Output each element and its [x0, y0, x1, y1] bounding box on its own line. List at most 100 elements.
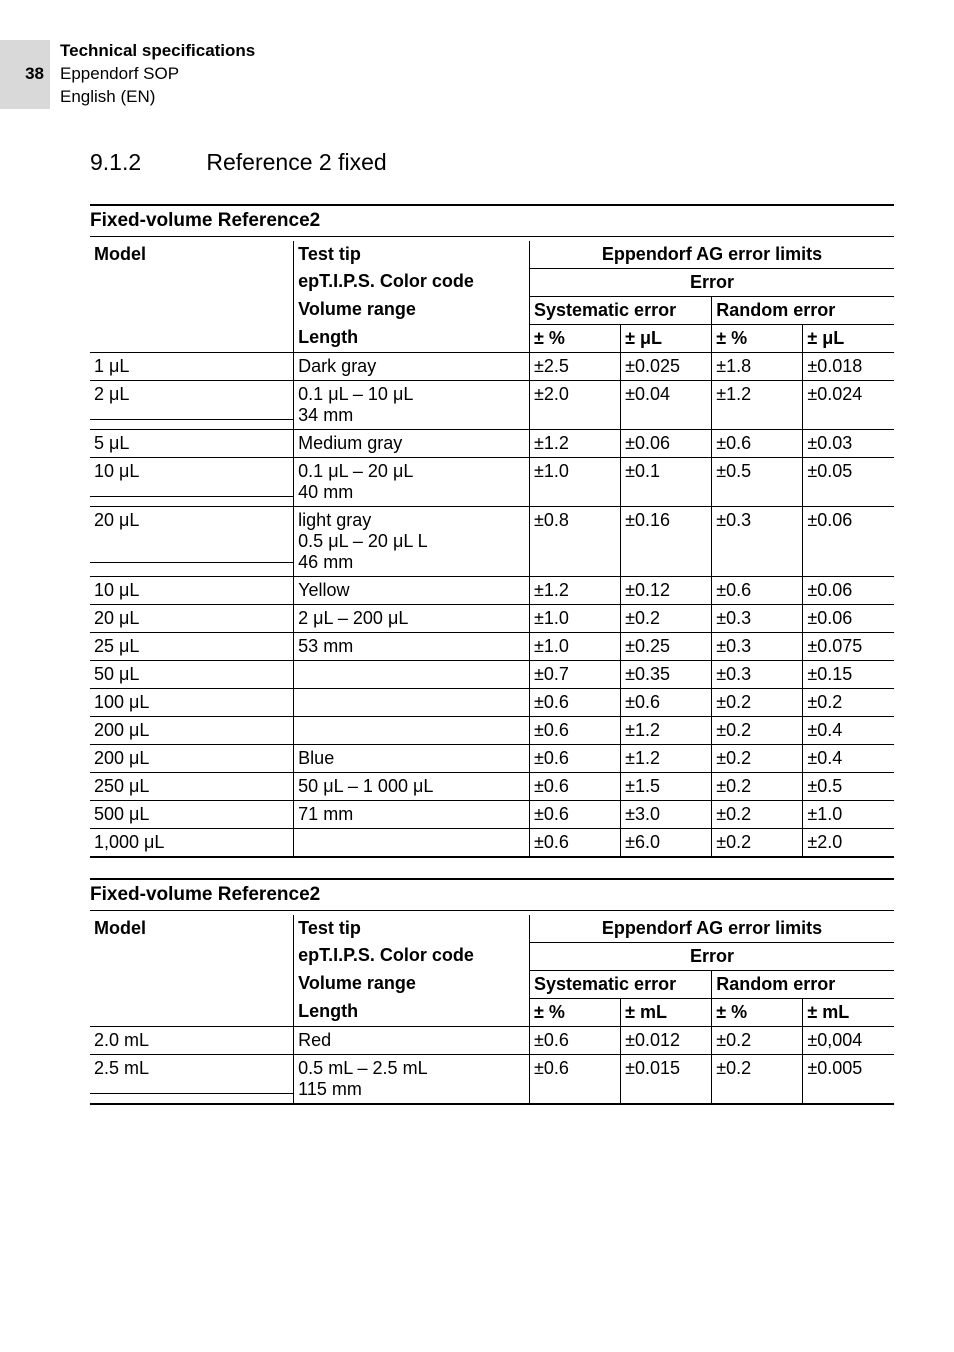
page-header: 38 Technical specifications Eppendorf SO… [0, 40, 894, 109]
cell-tip: 53 mm [294, 632, 530, 660]
cell-model: 2 μL [90, 380, 294, 419]
cell: ±1.0 [803, 800, 894, 828]
cell: ±0.6 [530, 772, 621, 800]
cell: ±0.005 [803, 1054, 894, 1104]
cell: ±0.5 [803, 772, 894, 800]
cell: ±1.2 [530, 429, 621, 457]
cell: ±1.8 [712, 352, 803, 380]
cell: ±0.03 [803, 429, 894, 457]
cell-tip: Yellow [294, 576, 530, 604]
cell-model: 20 μL [90, 506, 294, 562]
cell: ±0.015 [621, 1054, 712, 1104]
cell: ±2.5 [530, 352, 621, 380]
table-row: 50 μL ±0.7 ±0.35 ±0.3 ±0.15 [90, 660, 894, 688]
cell: ±0.6 [530, 688, 621, 716]
section-number: 9.1.2 [90, 149, 200, 176]
cell: ±1.2 [621, 716, 712, 744]
table-row: 1 μL Dark gray ±2.5 ±0.025 ±1.8 ±0.018 [90, 352, 894, 380]
col-rand-header: Random error [712, 970, 894, 998]
col-tip-header: Test tip [294, 915, 530, 943]
cell-model: 200 μL [90, 744, 294, 772]
cell: ±1.0 [530, 604, 621, 632]
cell-tip: 50 μL – 1 000 μL [294, 772, 530, 800]
section-heading: 9.1.2 Reference 2 fixed [90, 149, 894, 176]
cell: ±2.0 [530, 380, 621, 429]
table-row: Volume range Systematic error Random err… [90, 970, 894, 998]
cell: ±0.025 [621, 352, 712, 380]
cell: ±0.6 [712, 576, 803, 604]
table-row: 2.5 mL 0.5 mL – 2.5 mL 115 mm ±0.6 ±0.01… [90, 1054, 894, 1093]
cell: ±0.6 [530, 800, 621, 828]
header-line-3: English (EN) [60, 86, 255, 109]
table-row: Length ± % ± μL ± % ± μL [90, 324, 894, 352]
unit-pct: ± % [712, 324, 803, 352]
unit-ml: ± mL [621, 998, 712, 1026]
cell: ±1.0 [530, 632, 621, 660]
table-row: 1,000 μL ±0.6 ±6.0 ±0.2 ±2.0 [90, 828, 894, 857]
table2-title: Fixed-volume Reference2 [90, 878, 894, 911]
cell: ±0.2 [712, 772, 803, 800]
table-row: Volume range Systematic error Random err… [90, 296, 894, 324]
cell: ±0.2 [712, 744, 803, 772]
section-title: Reference 2 fixed [206, 149, 386, 175]
cell: ±0.5 [712, 457, 803, 506]
cell-tip: Red [294, 1026, 530, 1054]
col-color-header: epT.I.P.S. Color code [294, 268, 530, 296]
col-length-header: Length [294, 324, 530, 352]
cell: ±0.6 [530, 1054, 621, 1104]
cell: ±0.06 [621, 429, 712, 457]
unit-ml: ± mL [803, 998, 894, 1026]
col-length-header: Length [294, 998, 530, 1026]
cell: ±0.6 [530, 828, 621, 857]
cell-tip: Medium gray [294, 429, 530, 457]
header-line-2: Eppendorf SOP [60, 63, 255, 86]
col-volume-header: Volume range [294, 970, 530, 998]
cell-tip: 2 μL – 200 μL [294, 604, 530, 632]
col-tip-header: Test tip [294, 241, 530, 269]
cell-tip: light gray 0.5 μL – 20 μL L 46 mm [294, 506, 530, 576]
cell: ±0,004 [803, 1026, 894, 1054]
table-row: 10 μL 0.1 μL – 20 μL 40 mm ±1.0 ±0.1 ±0.… [90, 457, 894, 496]
page: 38 Technical specifications Eppendorf SO… [0, 0, 954, 1145]
cell: ±0.2 [712, 1054, 803, 1104]
cell-model: 1,000 μL [90, 828, 294, 857]
cell-model: 25 μL [90, 632, 294, 660]
col-color-header: epT.I.P.S. Color code [294, 942, 530, 970]
cell: ±0.25 [621, 632, 712, 660]
cell: ±0.1 [621, 457, 712, 506]
table-row: 20 μL light gray 0.5 μL – 20 μL L 46 mm … [90, 506, 894, 562]
col-error-header: Error [530, 942, 895, 970]
page-number-tab: 38 [0, 40, 50, 109]
cell: ±0.16 [621, 506, 712, 576]
cell: ±0.8 [530, 506, 621, 576]
cell: ±0.35 [621, 660, 712, 688]
cell: ±0.3 [712, 506, 803, 576]
cell: ±0.024 [803, 380, 894, 429]
table-row: epT.I.P.S. Color code Error [90, 268, 894, 296]
table-row: Model Test tip Eppendorf AG error limits [90, 241, 894, 269]
cell: ±0.04 [621, 380, 712, 429]
table-row: 10 μL Yellow ±1.2 ±0.12 ±0.6 ±0.06 [90, 576, 894, 604]
col-error-header: Error [530, 268, 895, 296]
cell: ±1.5 [621, 772, 712, 800]
unit-pct: ± % [530, 998, 621, 1026]
cell: ±0.6 [530, 716, 621, 744]
cell: ±1.2 [712, 380, 803, 429]
unit-pct: ± % [712, 998, 803, 1026]
table-row: 100 μL ±0.6 ±0.6 ±0.2 ±0.2 [90, 688, 894, 716]
cell: ±0.06 [803, 604, 894, 632]
page-number: 38 [25, 64, 44, 84]
cell: ±0.075 [803, 632, 894, 660]
table-row: 500 μL 71 mm ±0.6 ±3.0 ±0.2 ±1.0 [90, 800, 894, 828]
table2: Model Test tip Eppendorf AG error limits… [90, 915, 894, 1105]
cell: ±0.2 [712, 688, 803, 716]
cell: ±2.0 [803, 828, 894, 857]
cell: ±0.06 [803, 506, 894, 576]
cell: ±0.12 [621, 576, 712, 604]
table-row: 200 μL Blue ±0.6 ±1.2 ±0.2 ±0.4 [90, 744, 894, 772]
cell: ±0.4 [803, 716, 894, 744]
cell-model: 5 μL [90, 429, 294, 457]
header-line-1: Technical specifications [60, 40, 255, 63]
table-row: Model Test tip Eppendorf AG error limits [90, 915, 894, 943]
cell: ±0.2 [621, 604, 712, 632]
